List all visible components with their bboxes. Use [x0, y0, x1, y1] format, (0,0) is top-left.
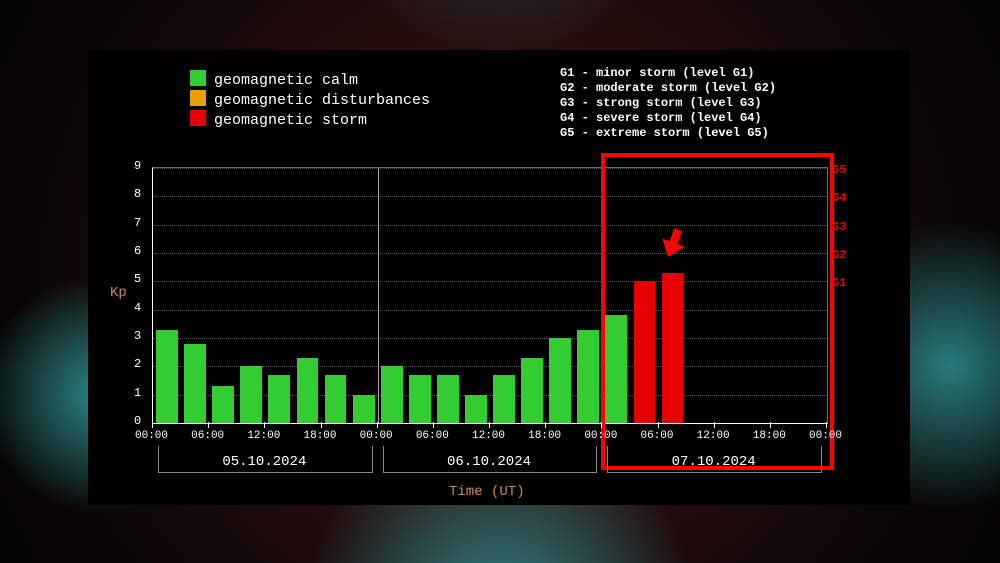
g-scale-label: G5: [832, 163, 846, 177]
kp-bar: [212, 386, 234, 423]
kp-bar: [325, 375, 347, 423]
gridline-h: [153, 253, 827, 254]
day-separator: [602, 168, 603, 423]
x-tick: [377, 422, 378, 428]
legend-swatch: [190, 110, 206, 126]
gridline-h: [153, 338, 827, 339]
y-tick-label: 7: [134, 216, 141, 230]
g-scale-label: G3: [832, 220, 846, 234]
gridline-h: [153, 225, 827, 226]
legend-label: geomagnetic storm: [214, 112, 367, 129]
kp-bar: [634, 281, 656, 423]
g-legend-line: G3 - strong storm (level G3): [560, 96, 762, 110]
g-scale-label: G2: [832, 248, 846, 262]
y-tick-label: 3: [134, 329, 141, 343]
y-tick-label: 6: [134, 244, 141, 258]
x-axis-label: Time (UT): [449, 484, 525, 500]
x-tick-label: 06:00: [641, 430, 674, 442]
g-legend-line: G4 - severe storm (level G4): [560, 111, 762, 125]
x-tick-label: 06:00: [416, 430, 449, 442]
x-tick-label: 12:00: [472, 430, 505, 442]
x-tick-label: 00:00: [809, 430, 842, 442]
x-tick: [489, 422, 490, 428]
day-bracket: [158, 446, 373, 473]
gridline-h: [153, 310, 827, 311]
x-tick-label: 18:00: [304, 430, 337, 442]
legend-swatch: [190, 90, 206, 106]
kp-bar: [549, 338, 571, 423]
day-bracket: [607, 446, 822, 473]
x-tick: [433, 422, 434, 428]
legend-item: geomagnetic disturbances: [190, 90, 430, 109]
x-tick: [152, 422, 153, 428]
kp-bar: [465, 395, 487, 423]
kp-bar: [409, 375, 431, 423]
y-tick-label: 8: [134, 187, 141, 201]
kp-bar: [297, 358, 319, 423]
x-tick: [321, 422, 322, 428]
day-separator: [378, 168, 379, 423]
x-tick: [658, 422, 659, 428]
kp-bar: [156, 330, 178, 424]
x-tick: [826, 422, 827, 428]
legend-item: geomagnetic calm: [190, 70, 358, 89]
legend-label: geomagnetic disturbances: [214, 92, 430, 109]
legend-item: geomagnetic storm: [190, 110, 367, 129]
kp-bar: [662, 273, 684, 423]
day-bracket: [383, 446, 598, 473]
x-tick-label: 18:00: [753, 430, 786, 442]
x-tick-label: 18:00: [528, 430, 561, 442]
y-tick-label: 5: [134, 272, 141, 286]
y-tick-label: 9: [134, 159, 141, 173]
x-tick: [264, 422, 265, 428]
kp-bar: [353, 395, 375, 423]
legend-label: geomagnetic calm: [214, 72, 358, 89]
x-tick-label: 12:00: [247, 430, 280, 442]
g-legend-line: G1 - minor storm (level G1): [560, 66, 754, 80]
y-tick-label: 0: [134, 414, 141, 428]
x-tick: [770, 422, 771, 428]
y-tick-label: 2: [134, 357, 141, 371]
kp-bar: [437, 375, 459, 423]
x-tick-label: 12:00: [697, 430, 730, 442]
x-tick-label: 00:00: [584, 430, 617, 442]
g-scale-label: G4: [832, 191, 846, 205]
y-tick-label: 1: [134, 386, 141, 400]
kp-bar: [605, 315, 627, 423]
x-tick-label: 06:00: [191, 430, 224, 442]
x-tick: [545, 422, 546, 428]
kp-bar: [268, 375, 290, 423]
kp-bar: [577, 330, 599, 424]
y-axis-label: Kp: [110, 285, 127, 301]
kp-bar: [184, 344, 206, 423]
kp-bar: [240, 366, 262, 423]
kp-bar: [381, 366, 403, 423]
x-tick-label: 00:00: [135, 430, 168, 442]
gridline-h: [153, 281, 827, 282]
x-tick-label: 00:00: [360, 430, 393, 442]
x-tick: [601, 422, 602, 428]
y-tick-label: 4: [134, 301, 141, 315]
g-legend-line: G2 - moderate storm (level G2): [560, 81, 776, 95]
kp-bar: [493, 375, 515, 423]
g-legend-line: G5 - extreme storm (level G5): [560, 126, 769, 140]
gridline-h: [153, 196, 827, 197]
g-scale-label: G1: [832, 276, 846, 290]
x-tick: [714, 422, 715, 428]
x-tick: [208, 422, 209, 428]
plot-area: [152, 167, 828, 424]
gridline-h: [153, 168, 827, 169]
chart-panel: Kp Time (UT) geomagnetic calm geomagnetic…: [88, 50, 910, 505]
kp-bar: [521, 358, 543, 423]
legend-swatch: [190, 70, 206, 86]
